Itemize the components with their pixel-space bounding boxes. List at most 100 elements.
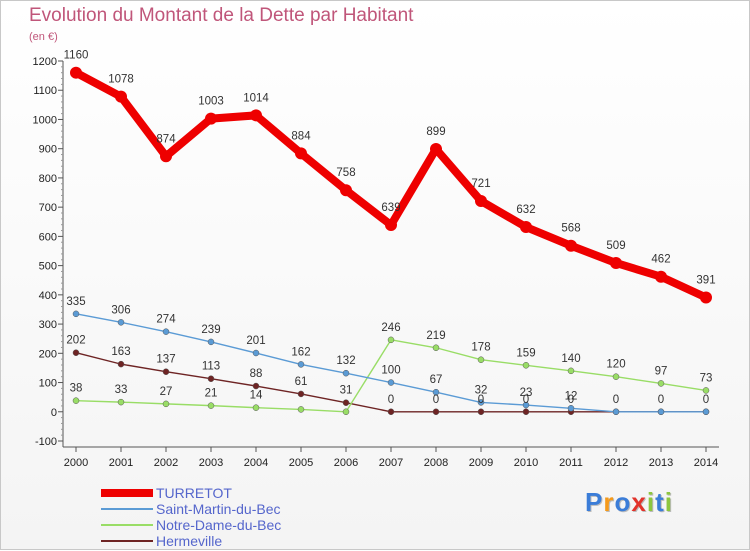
data-label: 21 [205,388,218,400]
data-point [295,147,307,160]
data-point [115,90,127,103]
data-label: 61 [295,376,308,388]
data-point [610,256,622,269]
data-point [432,388,440,396]
y-tick-label: 600 [39,231,57,243]
legend-swatch [101,489,153,497]
logo-letter: P [585,487,604,517]
data-point [655,270,667,283]
data-label: 899 [426,126,445,138]
data-label: 0 [433,394,439,406]
axes: -100010020030040050060070080090010001100… [33,56,719,469]
data-point [297,390,305,398]
data-point [612,373,620,380]
x-tick-label: 2005 [289,457,313,469]
data-label: 1014 [243,92,269,104]
data-point [252,404,260,411]
y-tick-label: 800 [39,173,57,185]
data-label: 462 [651,254,670,266]
data-point [250,109,262,122]
data-point [477,356,485,363]
data-label: 137 [156,354,175,366]
x-tick-label: 2006 [334,457,358,469]
data-point [612,408,620,416]
data-label: 32 [475,384,488,396]
series-lines [70,66,712,416]
data-label: 159 [516,347,535,359]
data-point [162,400,170,408]
data-point [297,406,305,413]
data-point [72,349,80,356]
y-tick-label: 300 [39,319,57,331]
data-point [430,142,442,155]
data-label: 31 [340,385,353,397]
chart-title: Evolution du Montant de la Dette par Hab… [29,5,414,26]
data-label: 0 [568,394,574,406]
data-point [117,398,125,406]
data-point [522,401,530,409]
x-tick-label: 2010 [514,457,538,469]
data-label: 97 [655,365,668,377]
data-point [522,408,530,416]
legend-label: TURRETOT [156,485,232,501]
data-point [207,338,215,346]
data-point [522,362,530,369]
unit-label: (en €) [29,31,58,43]
data-point [700,291,712,304]
logo-letter: i [646,487,656,517]
legend-label: Hermeville [156,533,223,549]
legend-swatch [101,508,153,510]
data-label: 758 [336,167,355,179]
data-label: 178 [471,342,490,354]
data-label: 391 [696,274,715,286]
data-point [657,380,665,387]
y-tick-label: 900 [39,144,57,156]
logo-letter: x [631,487,647,517]
data-point [162,368,170,375]
data-point [205,112,217,125]
data-point [117,360,125,368]
data-label: 632 [516,204,535,216]
data-point [432,408,440,416]
data-point [477,408,485,416]
data-point [297,361,305,368]
data-point [117,319,125,326]
y-tick-label: 1200 [33,56,57,68]
x-tick-label: 2007 [379,457,403,469]
data-label: 67 [430,374,443,386]
data-label: 202 [66,335,85,347]
data-label: 120 [606,359,625,371]
logo-letter: r [603,487,615,517]
data-point [385,218,397,231]
data-point [702,387,710,394]
data-label: 274 [156,314,176,326]
x-tick-label: 2011 [559,457,583,469]
data-label: 335 [66,296,85,308]
data-label: 201 [246,335,265,347]
data-point [657,408,665,416]
data-point [252,382,260,390]
data-point [160,150,172,163]
data-point [342,369,350,377]
data-point [565,239,577,252]
y-tick-label: 500 [39,261,57,273]
data-point [72,310,80,318]
legend-label: Saint-Martin-du-Bec [156,501,281,517]
data-point [387,379,395,386]
data-point [342,399,350,406]
y-tick-label: 100 [39,378,57,390]
x-tick-label: 2002 [154,457,178,469]
data-label: 306 [111,304,130,316]
data-point [477,399,485,406]
data-point [162,328,170,335]
y-tick-label: 700 [39,202,57,214]
data-point [702,408,710,416]
data-label: 113 [202,361,220,373]
data-label: 163 [111,346,130,358]
x-tick-label: 2013 [649,457,673,469]
data-label: 721 [471,178,490,190]
data-label: 509 [606,240,625,252]
data-label: 246 [381,322,400,334]
data-label: 884 [291,130,311,142]
